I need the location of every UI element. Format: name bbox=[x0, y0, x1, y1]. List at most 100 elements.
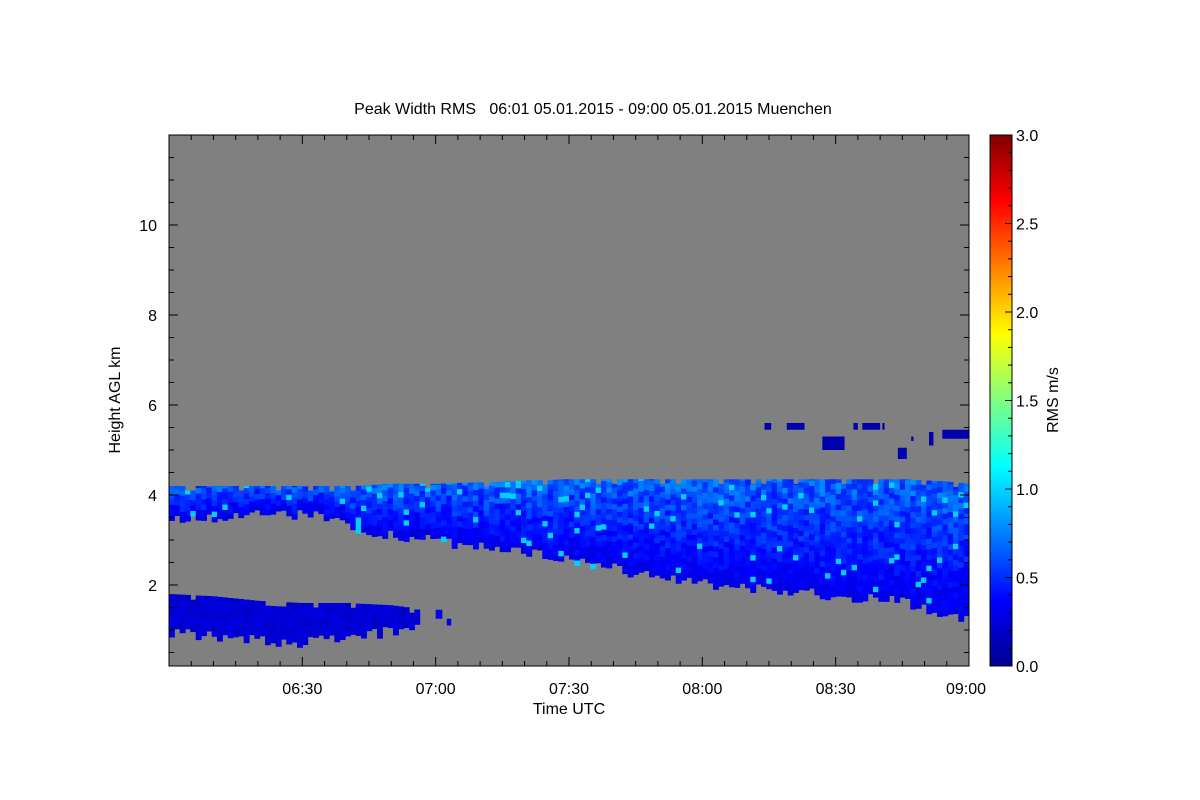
x-tick-label: 08:00 bbox=[682, 681, 722, 698]
heatmap-cell bbox=[835, 493, 842, 500]
heatmap-cell bbox=[830, 537, 837, 544]
heatmap-cell bbox=[814, 513, 821, 520]
heatmap-cell bbox=[403, 492, 410, 499]
heatmap-cell bbox=[883, 509, 890, 516]
heatmap-cell bbox=[366, 491, 373, 498]
heatmap-cell bbox=[889, 573, 895, 580]
heatmap-cell bbox=[766, 556, 773, 563]
heatmap-cell bbox=[947, 511, 954, 518]
heatmap-cell bbox=[259, 487, 266, 494]
heatmap-cell bbox=[291, 625, 298, 632]
heatmap-cell bbox=[617, 511, 623, 518]
heatmap-cell bbox=[515, 509, 522, 516]
heatmap-cell bbox=[233, 604, 239, 611]
heatmap-cell bbox=[931, 504, 938, 511]
heatmap-cell bbox=[787, 551, 794, 558]
heatmap-cell bbox=[942, 502, 949, 509]
heatmap-cell bbox=[345, 608, 351, 615]
heatmap-cell bbox=[878, 498, 885, 505]
heatmap-cell bbox=[734, 479, 741, 486]
heatmap-cell bbox=[910, 506, 917, 513]
heatmap-cell bbox=[809, 534, 815, 540]
heatmap-cell bbox=[302, 603, 309, 608]
heatmap-cell bbox=[899, 510, 906, 517]
heatmap-cell bbox=[793, 538, 799, 545]
heatmap-cell bbox=[195, 617, 202, 624]
heatmap-cell bbox=[585, 535, 591, 542]
heatmap-cell bbox=[366, 518, 373, 525]
heatmap-cell bbox=[905, 576, 911, 583]
heatmap-cell bbox=[238, 495, 245, 502]
heatmap-cell bbox=[782, 503, 789, 510]
heatmap-cell bbox=[777, 513, 783, 519]
heatmap-cell bbox=[350, 491, 357, 498]
heatmap-cell bbox=[414, 506, 421, 513]
heatmap-cell bbox=[825, 529, 831, 536]
heatmap-cell bbox=[547, 526, 554, 533]
heatmap-cell bbox=[750, 581, 757, 588]
heatmap-cell bbox=[505, 546, 511, 553]
heatmap-cell bbox=[947, 489, 954, 496]
heatmap-cell bbox=[638, 485, 645, 492]
heatmap-cell bbox=[942, 523, 949, 530]
heatmap-cell bbox=[558, 539, 565, 546]
heatmap-cell bbox=[297, 604, 303, 610]
heatmap-cell bbox=[499, 519, 506, 526]
heatmap-cell bbox=[846, 499, 853, 506]
heatmap-cell bbox=[451, 521, 458, 528]
heatmap-cell bbox=[297, 488, 303, 495]
heatmap-cell bbox=[435, 483, 442, 485]
heatmap-cell bbox=[771, 579, 778, 586]
heatmap-cell bbox=[323, 633, 330, 640]
heatmap-cell bbox=[809, 501, 815, 508]
heatmap-cell bbox=[921, 517, 927, 524]
heatmap-cell bbox=[851, 580, 858, 587]
heatmap-cell bbox=[206, 620, 213, 627]
heatmap-cell bbox=[953, 554, 959, 560]
heatmap-cell bbox=[537, 528, 543, 535]
heatmap-cell bbox=[830, 580, 837, 587]
heatmap-cell bbox=[734, 511, 741, 518]
heatmap-cell bbox=[547, 483, 554, 490]
heatmap-cell bbox=[377, 632, 383, 639]
heatmap-cell bbox=[937, 486, 943, 493]
heatmap-cell bbox=[910, 495, 917, 502]
heatmap-cell bbox=[478, 509, 485, 516]
heatmap-cell bbox=[926, 484, 933, 491]
heatmap-cell bbox=[574, 505, 581, 512]
heatmap-cell bbox=[521, 537, 527, 543]
heatmap-cell bbox=[222, 486, 229, 489]
heatmap-cell bbox=[830, 591, 837, 598]
heatmap-cell bbox=[782, 525, 789, 532]
heatmap-cell bbox=[894, 515, 901, 522]
heatmap-cell bbox=[590, 536, 597, 543]
heatmap-cell bbox=[595, 541, 602, 547]
heatmap-cell bbox=[707, 528, 714, 535]
heatmap-cell bbox=[307, 490, 314, 496]
heatmap-cell bbox=[585, 479, 591, 482]
heatmap-cell bbox=[889, 546, 895, 553]
heatmap-cell bbox=[478, 488, 485, 495]
heatmap-cell bbox=[425, 496, 431, 503]
heatmap-cell bbox=[867, 582, 874, 589]
heatmap-cell bbox=[638, 528, 645, 535]
heatmap-cell bbox=[862, 482, 869, 488]
heatmap-cell bbox=[489, 512, 495, 519]
heatmap-cell bbox=[302, 502, 309, 509]
heatmap-cell bbox=[921, 485, 927, 492]
heatmap-cell bbox=[473, 521, 479, 528]
heatmap-cell bbox=[729, 516, 735, 523]
heatmap-cell bbox=[489, 528, 495, 535]
heatmap-cell bbox=[793, 527, 799, 534]
heatmap-cell bbox=[569, 510, 575, 517]
heatmap-cell bbox=[937, 556, 943, 563]
heatmap-cell bbox=[595, 557, 602, 564]
heatmap-cell bbox=[809, 523, 815, 530]
heatmap-cell bbox=[670, 558, 677, 565]
heatmap-cell bbox=[222, 623, 229, 630]
heatmap-cell bbox=[681, 536, 687, 543]
y-tick-label: 2 bbox=[148, 578, 157, 595]
isolated-echo bbox=[822, 436, 845, 450]
heatmap-cell bbox=[195, 509, 202, 516]
heatmap-cell bbox=[558, 485, 565, 492]
